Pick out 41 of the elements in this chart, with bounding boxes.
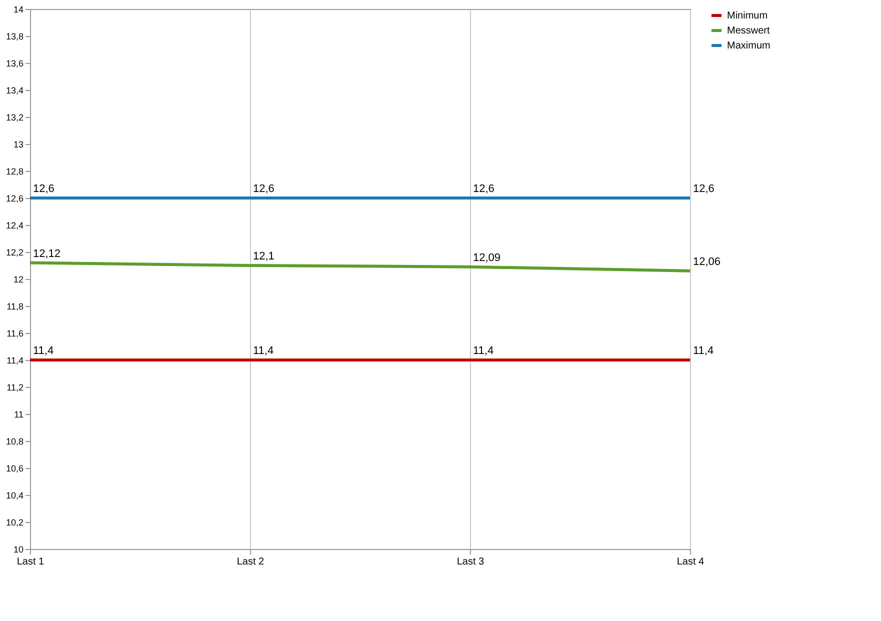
y-tick-label: 12,4 — [6, 220, 24, 230]
y-tick-label: 13,6 — [6, 58, 24, 68]
y-tick-label: 10,8 — [6, 436, 24, 446]
data-label: 11,4 — [473, 345, 494, 357]
y-tick-label: 12,2 — [6, 248, 24, 258]
data-label: 12,6 — [33, 183, 54, 195]
y-tick-label: 11,4 — [6, 356, 24, 366]
y-tick-label: 11 — [14, 410, 24, 420]
x-tick-label: Last 2 — [236, 556, 265, 568]
y-tick-label: 11,8 — [6, 302, 24, 312]
y-tick-label: 11,2 — [6, 382, 24, 392]
legend-label: Minimum — [727, 10, 768, 22]
data-label: 11,4 — [693, 345, 714, 357]
line-series — [28, 261, 692, 272]
data-label: 12,09 — [473, 252, 501, 264]
y-tick-label: 14 — [13, 4, 24, 14]
data-label: 11,4 — [253, 345, 274, 357]
legend-label: Maximum — [727, 40, 770, 52]
y-tick-label: 10,4 — [6, 490, 24, 500]
y-tick-label: 13,4 — [6, 86, 24, 96]
y-tick-label: 10,6 — [6, 464, 24, 474]
y-tick-label: 10 — [13, 544, 24, 554]
y-tick-label: 12 — [13, 274, 24, 284]
legend-label: Messwert — [727, 26, 770, 36]
y-tick-label: 13,2 — [6, 112, 24, 122]
x-tick-label: Last 4 — [676, 556, 705, 568]
data-label: 12,1 — [253, 250, 274, 262]
y-tick-label: 12,6 — [6, 194, 24, 204]
y-tick-label: 13 — [13, 140, 24, 150]
data-label: 12,6 — [253, 183, 274, 195]
x-tick-label: Last 3 — [456, 556, 485, 568]
y-tick-label: 13,8 — [6, 32, 24, 42]
data-label: 12,12 — [33, 248, 61, 260]
data-label: 12,06 — [693, 256, 721, 268]
data-label: 12,6 — [473, 183, 494, 195]
data-label: 11,4 — [33, 345, 54, 357]
y-tick-label: 12,8 — [6, 166, 24, 176]
x-tick-label: Last 1 — [16, 556, 45, 568]
y-tick-label: 11,6 — [6, 328, 24, 338]
data-label: 12,6 — [693, 183, 714, 195]
y-tick-label: 10,2 — [6, 518, 24, 528]
